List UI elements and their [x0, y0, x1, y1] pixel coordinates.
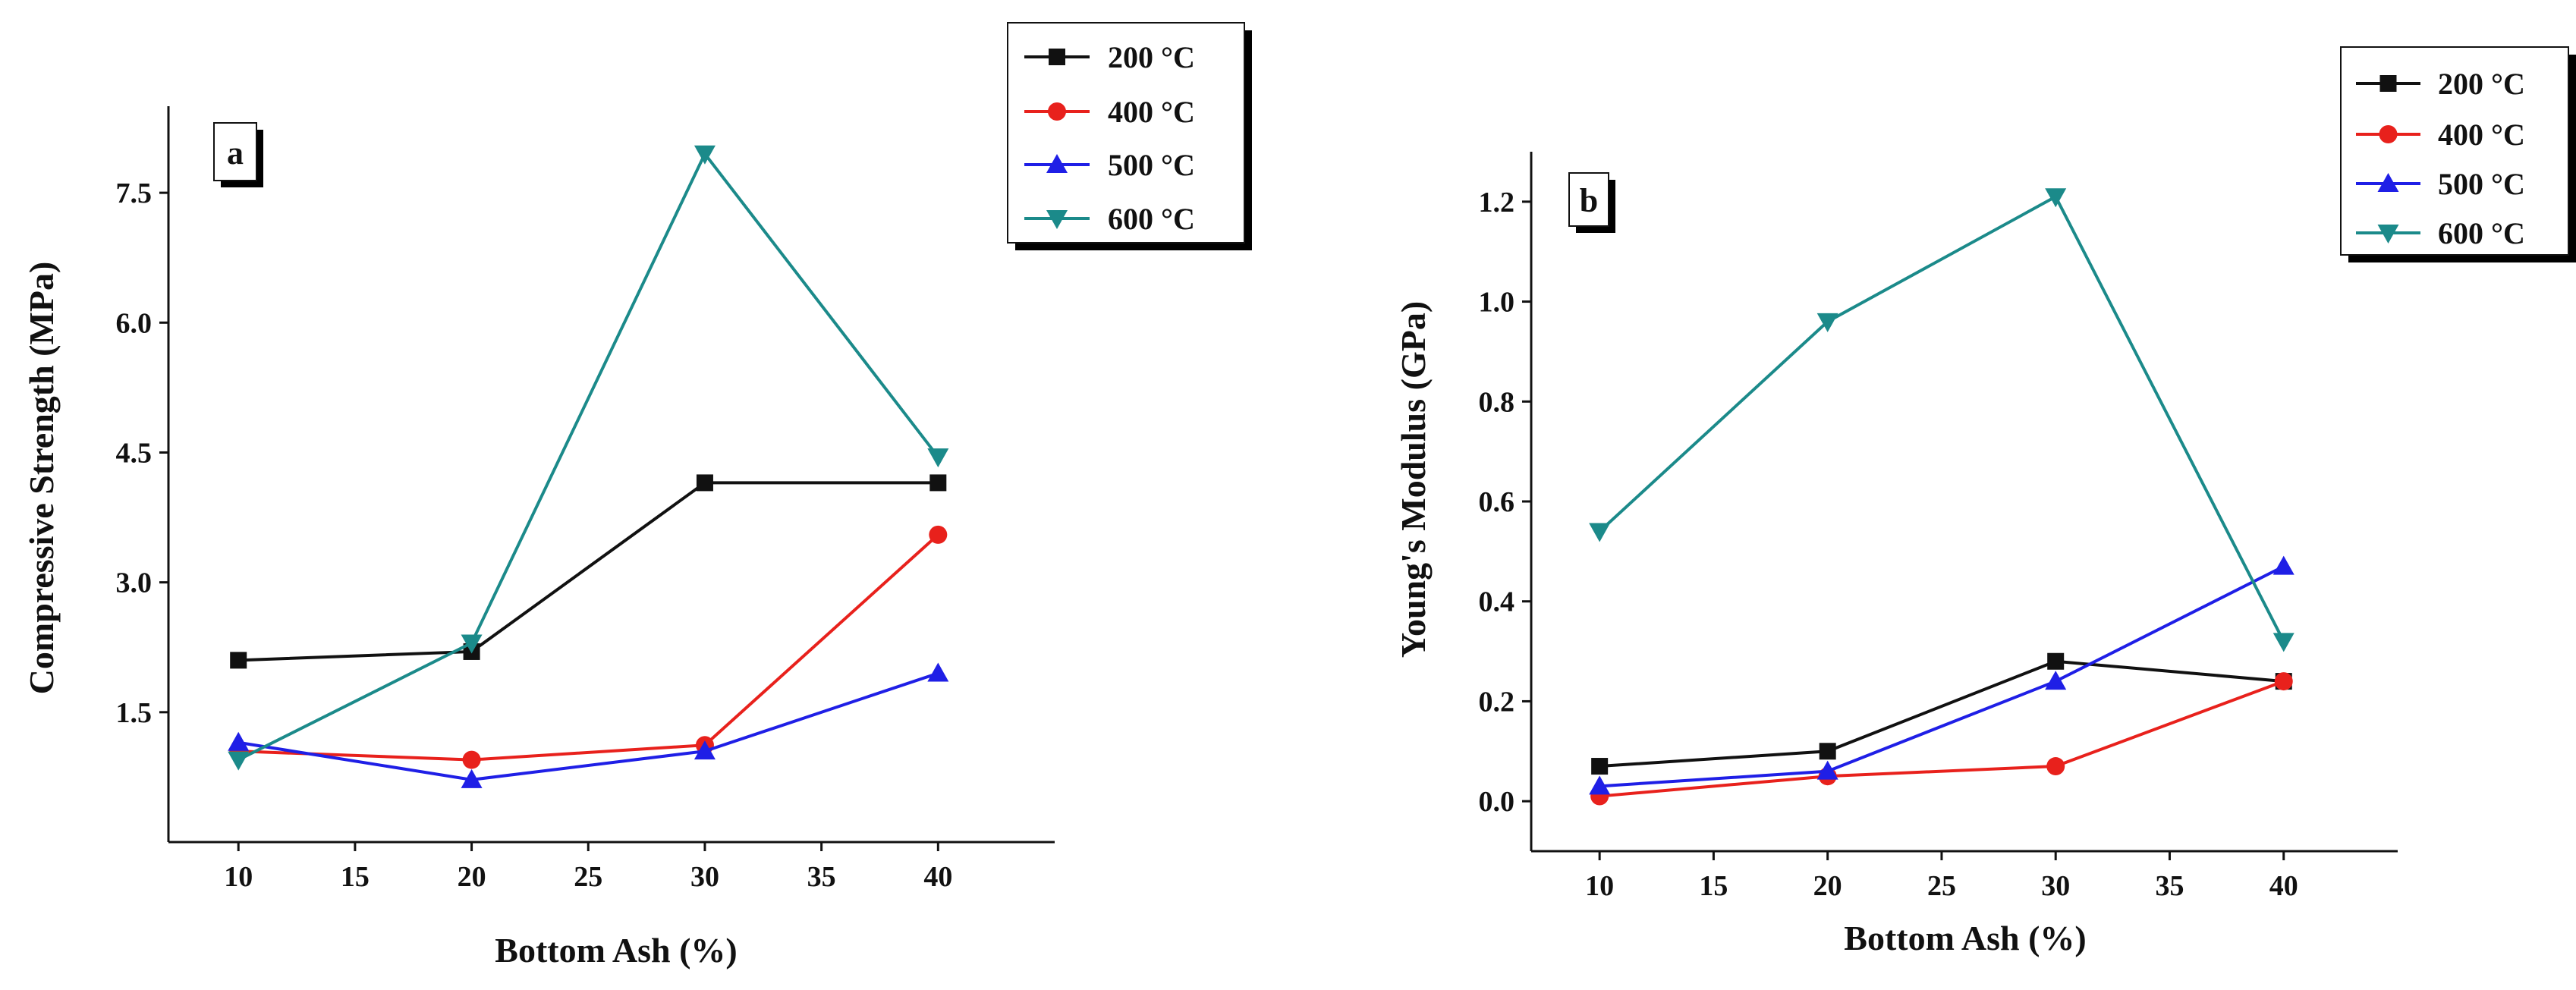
panel-a-series-line	[237, 671, 939, 781]
panel-b-series-line	[1599, 564, 2285, 788]
panel-a-data-point	[461, 768, 483, 788]
panel-b-series-1	[1590, 672, 2293, 806]
panel-b-legend-marker	[2379, 75, 2397, 92]
panel-a-data-point	[929, 474, 947, 492]
panel-a-data-point	[228, 731, 250, 751]
panel-b-y-axis-title: Young's Modulus (GPa)	[1394, 301, 1433, 658]
panel-a-legend-marker	[1048, 102, 1066, 121]
panel-a-y-tick-label: 3.0	[116, 567, 153, 599]
panel-a-series-line	[238, 481, 939, 662]
panel-a-series-line	[238, 533, 939, 762]
panel-a-data-point	[927, 448, 949, 468]
panel-b-data-point	[2274, 672, 2293, 691]
panel-a-series-0	[230, 474, 947, 669]
panel-b-series-0	[1591, 652, 2292, 775]
panel-b-legend-label: 200 °C	[2438, 67, 2525, 101]
panel-a-y-tick-label: 6.0	[116, 307, 153, 339]
panel-b-data-point	[2046, 757, 2065, 776]
panel-a-legend-marker	[1046, 210, 1068, 229]
panel-a-data-point	[228, 751, 250, 771]
panel-a-data-point	[696, 474, 713, 492]
panel-b-chart: 10 15 20 25 30 35 40 0.0 0.2 0.4 0.6 0.8 1.0 1.2 Botto…	[1394, 46, 2576, 957]
panel-b-x-tick-label: 40	[2269, 870, 2298, 902]
panel-a-label-box	[213, 122, 257, 181]
panel-b-data-point	[1589, 523, 1611, 542]
panel-a-legend-box	[1007, 22, 1245, 244]
panel-a-chart: 10 15 20 25 30 35 40 1.5 3.0 4.5 6.0 7.5 Bottom Ash …	[22, 22, 1252, 970]
panel-b-legend-label: 400 °C	[2438, 118, 2525, 152]
panel-a-legend-label: 400 °C	[1108, 95, 1195, 129]
panel-a-x-axis-title: Bottom Ash (%)	[495, 931, 737, 970]
panel-b-data-point	[2272, 555, 2294, 575]
panel-a-data-point	[927, 662, 949, 682]
panel-a-legend-label: 500 °C	[1108, 148, 1195, 182]
panel-a-y-tick-label: 1.5	[116, 697, 153, 729]
panel-b-data-point	[1816, 313, 1838, 332]
panel-a-x-tick-label: 25	[574, 861, 602, 893]
panel-a-legend-marker	[1049, 49, 1065, 65]
panel-a-y-axis-title: Compressive Strength (MPa)	[22, 262, 61, 695]
panel-a-y-tick-label: 7.5	[116, 178, 153, 209]
panel-a-series-line	[237, 150, 939, 762]
panel-a-data-point	[694, 145, 716, 165]
panel-b-x-tick-label: 30	[2041, 870, 2070, 902]
panel-b-label-box	[1568, 172, 1609, 227]
panel-b-x-tick-label: 15	[1699, 870, 1728, 902]
panel-b-data-point	[1816, 760, 1838, 780]
panel-b-legend-marker	[2377, 173, 2399, 192]
panel-b-label: b	[1580, 182, 1598, 219]
panel-b-y-tick-label: 0.2	[1479, 686, 1515, 718]
panel-b-legend-label: 500 °C	[2438, 167, 2525, 201]
panel-a-label: a	[227, 134, 244, 171]
panel-a-data-point	[462, 750, 481, 769]
panel-b-series-3	[1589, 188, 2294, 652]
panel-a-series-2	[228, 662, 949, 788]
panel-b-x-axis-title: Bottom Ash (%)	[1844, 919, 2086, 957]
panel-b-data-point	[1589, 775, 1611, 795]
panel-b-legend: 200 °C 400 °C 500 °C 600 °C	[2340, 46, 2576, 262]
panel-b-y-tick-label: 0.8	[1479, 386, 1515, 418]
panel-b-y-tick-label: 1.2	[1479, 187, 1515, 218]
panel-a-legend-label: 200 °C	[1108, 40, 1195, 74]
panel-b-x-tick-label: 25	[1927, 870, 1956, 902]
panel-b-data-point	[2045, 671, 2067, 690]
panel-a-x-tick-label: 20	[458, 861, 486, 893]
panel-b-data-point	[2045, 188, 2067, 208]
panel-a-data-point	[929, 525, 948, 544]
panel-b-series-2	[1589, 555, 2294, 795]
panel-b-legend-box	[2340, 46, 2569, 256]
panel-a-legend-marker	[1046, 154, 1068, 173]
panel-b-data-point	[2272, 633, 2294, 652]
panel-b-y-tick-label: 0.4	[1479, 586, 1515, 618]
panel-a-data-point	[461, 634, 483, 654]
panel-b-y-tick-label: 0.6	[1479, 486, 1515, 518]
panel-b-data-point	[2047, 652, 2065, 670]
panel-b-data-point	[1819, 743, 1836, 760]
panel-b-legend-marker	[2379, 125, 2398, 143]
panel-a-series-1	[229, 525, 948, 769]
panel-b-y-tick-label: 0.0	[1479, 786, 1515, 818]
panel-a-data-point	[694, 740, 716, 760]
panel-b-series-line	[1599, 680, 2285, 798]
panel-a-x-tick-label: 10	[224, 861, 253, 893]
panel-b-x-tick-label: 35	[2155, 870, 2184, 902]
panel-a-legend-label: 600 °C	[1108, 202, 1195, 236]
panel-a-x-tick-label: 30	[690, 861, 719, 893]
panel-a-x-tick-label: 40	[923, 861, 952, 893]
panel-b-series-line	[1598, 194, 2285, 643]
panel-b-legend-marker	[2377, 225, 2399, 244]
panel-a-x-tick-label: 35	[807, 861, 836, 893]
panel-b-y-tick-label: 1.0	[1479, 287, 1515, 319]
panel-b-x-tick-label: 10	[1585, 870, 1614, 902]
panel-a-x-tick-label: 15	[341, 861, 370, 893]
panel-a-y-tick-label: 4.5	[116, 437, 153, 469]
panel-b-data-point	[1591, 758, 1609, 775]
panel-a-data-point	[230, 652, 247, 669]
panel-b-series-line	[1599, 659, 2284, 768]
panel-a-series-3	[228, 145, 949, 771]
panel-b-x-tick-label: 20	[1813, 870, 1842, 902]
panel-a-legend: 200 °C 400 °C 500 °C 600 °C	[1007, 22, 1252, 250]
panel-b-legend-label: 600 °C	[2438, 216, 2525, 250]
